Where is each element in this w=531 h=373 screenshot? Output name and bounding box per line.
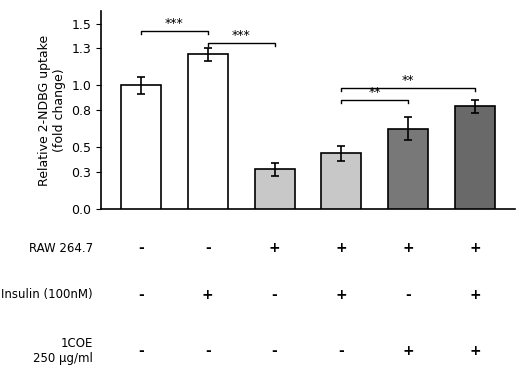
Text: -: - <box>205 344 211 358</box>
Text: **: ** <box>402 73 414 87</box>
Text: +: + <box>469 288 481 302</box>
Text: +: + <box>469 241 481 255</box>
Bar <box>188 54 228 209</box>
Text: +: + <box>336 241 347 255</box>
Text: -: - <box>138 241 144 255</box>
Y-axis label: Relative 2-NDBG uptake
(fold change): Relative 2-NDBG uptake (fold change) <box>38 34 66 186</box>
Bar <box>121 85 161 209</box>
Text: -: - <box>205 241 211 255</box>
Text: ***: *** <box>232 29 251 42</box>
Text: +: + <box>469 344 481 358</box>
Text: -: - <box>138 288 144 302</box>
Text: -: - <box>272 344 278 358</box>
Text: 1COE
250 μg/ml: 1COE 250 μg/ml <box>33 336 93 365</box>
Text: -: - <box>138 344 144 358</box>
Text: ***: *** <box>165 17 184 30</box>
Text: -: - <box>272 288 278 302</box>
Bar <box>321 153 362 209</box>
Text: -: - <box>405 288 411 302</box>
Bar <box>455 106 495 209</box>
Text: RAW 264.7: RAW 264.7 <box>29 242 93 254</box>
Text: +: + <box>269 241 280 255</box>
Text: +: + <box>402 344 414 358</box>
Text: +: + <box>402 241 414 255</box>
Text: -: - <box>338 344 344 358</box>
Bar <box>254 169 295 209</box>
Text: Insulin (100nM): Insulin (100nM) <box>1 288 93 301</box>
Text: **: ** <box>369 86 381 99</box>
Text: +: + <box>336 288 347 302</box>
Bar <box>388 129 428 209</box>
Text: +: + <box>202 288 213 302</box>
